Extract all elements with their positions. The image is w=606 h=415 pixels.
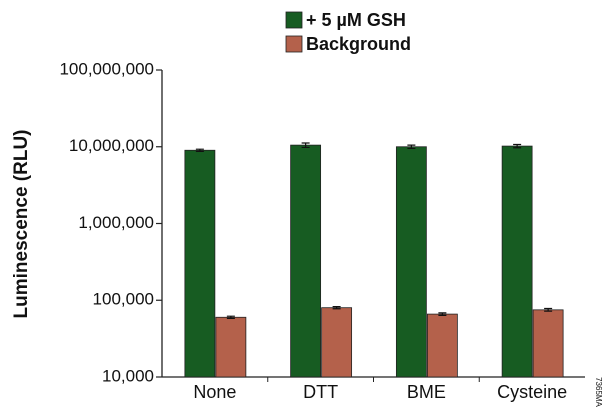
x-tick-label: None (193, 382, 236, 402)
legend-swatch (285, 35, 303, 53)
y-axis-label: Luminescence (RLU) (11, 130, 32, 319)
y-tick-label: 100,000 (93, 290, 154, 309)
bar (501, 145, 533, 378)
error-bar (332, 306, 341, 310)
bar (426, 313, 458, 378)
bar (395, 146, 427, 378)
bar (321, 307, 353, 378)
y-tick-label: 10,000,000 (69, 136, 154, 155)
error-bar (438, 312, 447, 316)
bar (532, 309, 564, 378)
y-tick-label: 100,000,000 (59, 59, 154, 78)
figure-code: 7365MA (594, 377, 603, 407)
bar (215, 316, 247, 378)
error-bar (226, 315, 235, 320)
y-tick-label: 1,000,000 (78, 213, 154, 232)
x-tick-label: BME (407, 382, 446, 402)
legend-swatch (285, 11, 303, 29)
error-bar (195, 148, 204, 152)
error-bar (513, 143, 522, 149)
y-tick-label: 10,000 (102, 366, 154, 385)
bar (290, 144, 322, 378)
error-bar (407, 144, 416, 150)
bar (184, 149, 216, 378)
error-bar (544, 307, 553, 312)
legend-label: Background (306, 34, 411, 54)
error-bar (301, 142, 310, 149)
legend-label: + 5 µM GSH (306, 10, 406, 30)
x-tick-label: Cysteine (497, 382, 567, 402)
x-tick-label: DTT (303, 382, 338, 402)
